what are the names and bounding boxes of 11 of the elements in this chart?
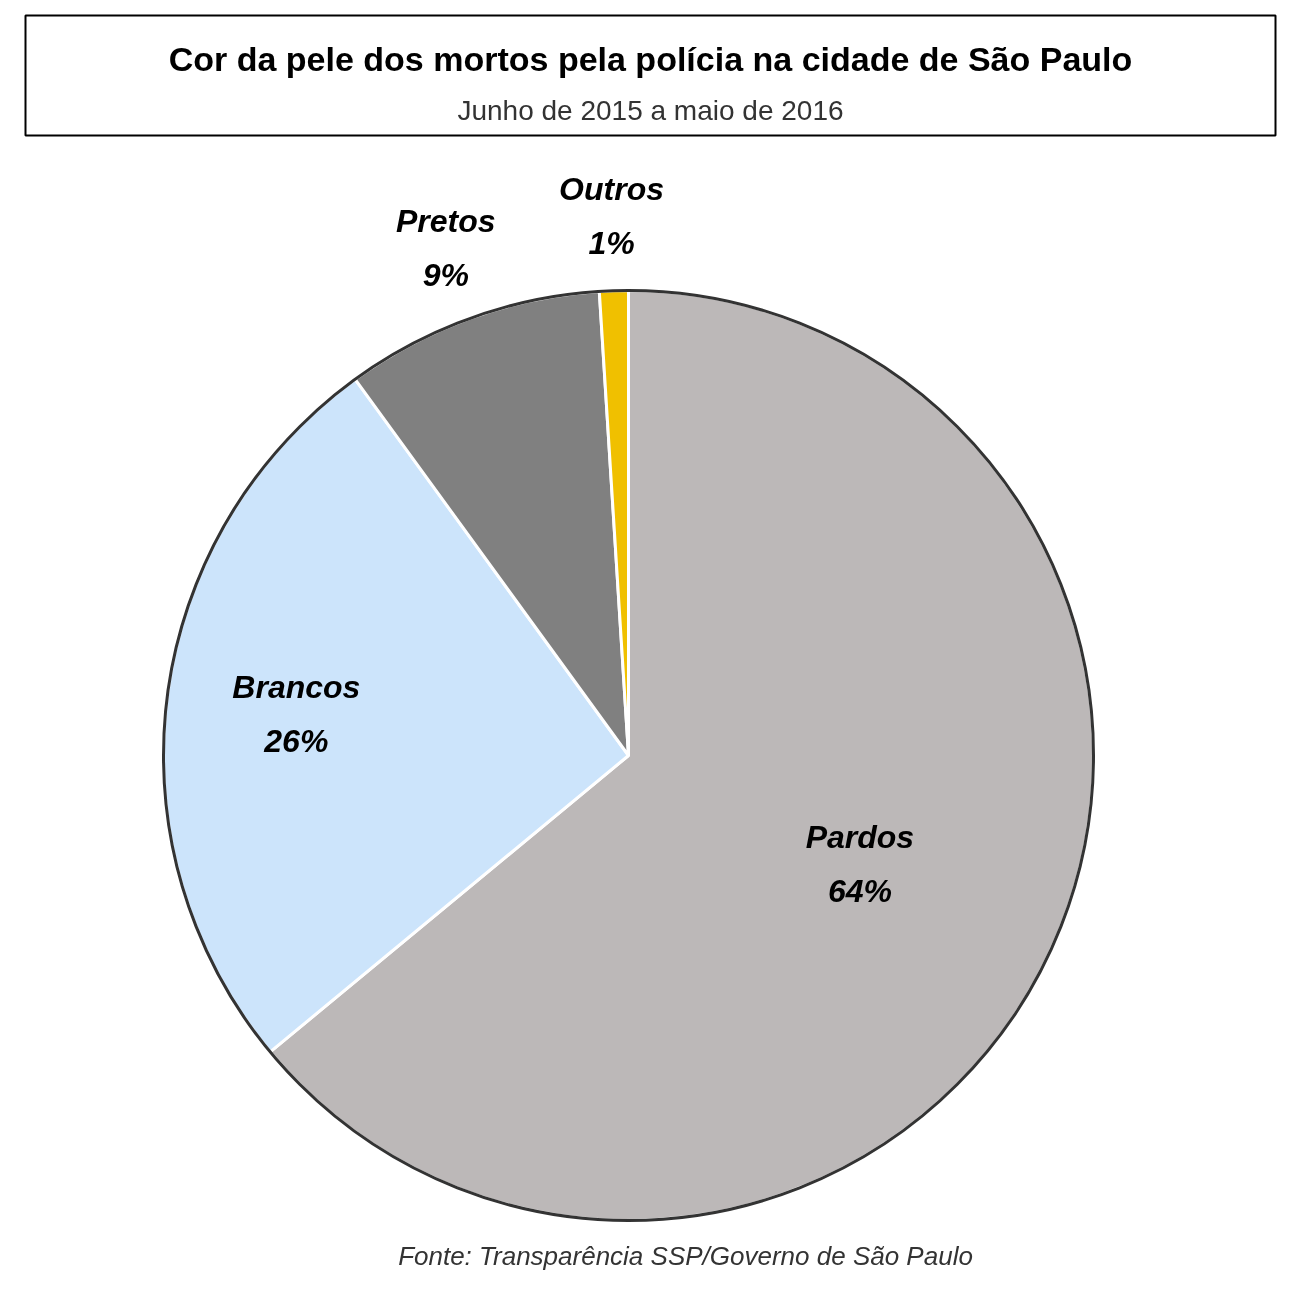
data-label: 1% [588,225,635,262]
source-note: Fonte: Transparência SSP/Governo de São Paulo [398,1240,973,1271]
data-label: 9% [422,256,469,293]
slice-label: Pretos [395,202,496,239]
chart-title: Cor da pele dos mortos pela polícia na cidade de São Paulo [168,39,1133,78]
chart-subtitle: Junho de 2015 a maio de 2016 [457,95,844,126]
data-label: 26% [263,722,329,759]
data-label: 64% [827,873,892,910]
slice-label: Brancos [232,668,361,705]
slice-label: Pardos [805,819,915,856]
slice-label: Outros [559,171,664,208]
